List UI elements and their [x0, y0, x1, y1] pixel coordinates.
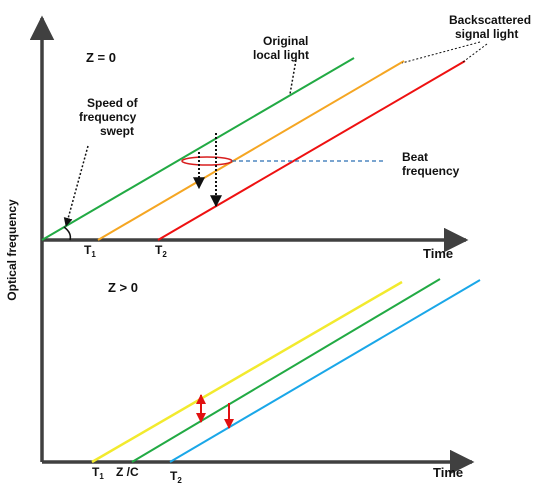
t1-top-label: T1 — [84, 243, 96, 259]
signal-line-1-bottom — [91, 280, 403, 464]
speed-label-line-1: Speed of — [87, 96, 139, 110]
backscattered-signal-line-2 — [157, 60, 466, 241]
time-label-bottom: Time — [433, 465, 463, 480]
speed-leader-line — [63, 145, 89, 227]
t1-bottom-letter: T — [92, 465, 100, 479]
t2-top-sub: 2 — [162, 250, 167, 259]
original-local-light-label-1: Original — [263, 34, 308, 48]
zc-label: Z /C — [116, 465, 139, 479]
speed-label-line-2: frequency — [79, 110, 137, 124]
t2-bottom-label: T2 — [170, 469, 182, 485]
backscattered-signal-line-1 — [97, 60, 405, 241]
original-local-light-line — [41, 57, 355, 241]
t1-bottom-label: T1 — [92, 465, 104, 481]
backscattered-label-1: Backscattered — [449, 13, 531, 27]
beat-frequency-ellipse — [181, 156, 233, 166]
time-label-top: Time — [423, 246, 453, 261]
t1-top-letter: T — [84, 243, 92, 257]
beat-frequency-label-1: Beat — [402, 150, 428, 164]
local-light-line-bottom — [131, 278, 441, 463]
backscatter-leader-2 — [462, 43, 488, 63]
y-axis-label: Optical frequency — [5, 199, 19, 301]
beat-frequency-label-2: frequency — [402, 164, 460, 178]
backscattered-label-2: signal light — [455, 27, 518, 41]
t1-bottom-sub: 1 — [99, 472, 104, 481]
signal-line-2-bottom — [169, 279, 481, 463]
t2-bottom-letter: T — [170, 469, 178, 483]
t1-top-sub: 1 — [91, 250, 96, 259]
original-local-light-label-2: local light — [253, 48, 309, 62]
z-zero-label: Z = 0 — [86, 50, 116, 65]
t2-top-letter: T — [155, 243, 163, 257]
speed-label-line-3: swept — [100, 124, 134, 138]
t2-bottom-sub: 2 — [177, 476, 182, 485]
sweep-angle-arc — [63, 226, 72, 241]
backscatter-leader-1 — [401, 41, 481, 64]
z-positive-label: Z > 0 — [108, 280, 138, 295]
original-leader-line — [289, 59, 297, 95]
t2-top-label: T2 — [155, 243, 167, 259]
